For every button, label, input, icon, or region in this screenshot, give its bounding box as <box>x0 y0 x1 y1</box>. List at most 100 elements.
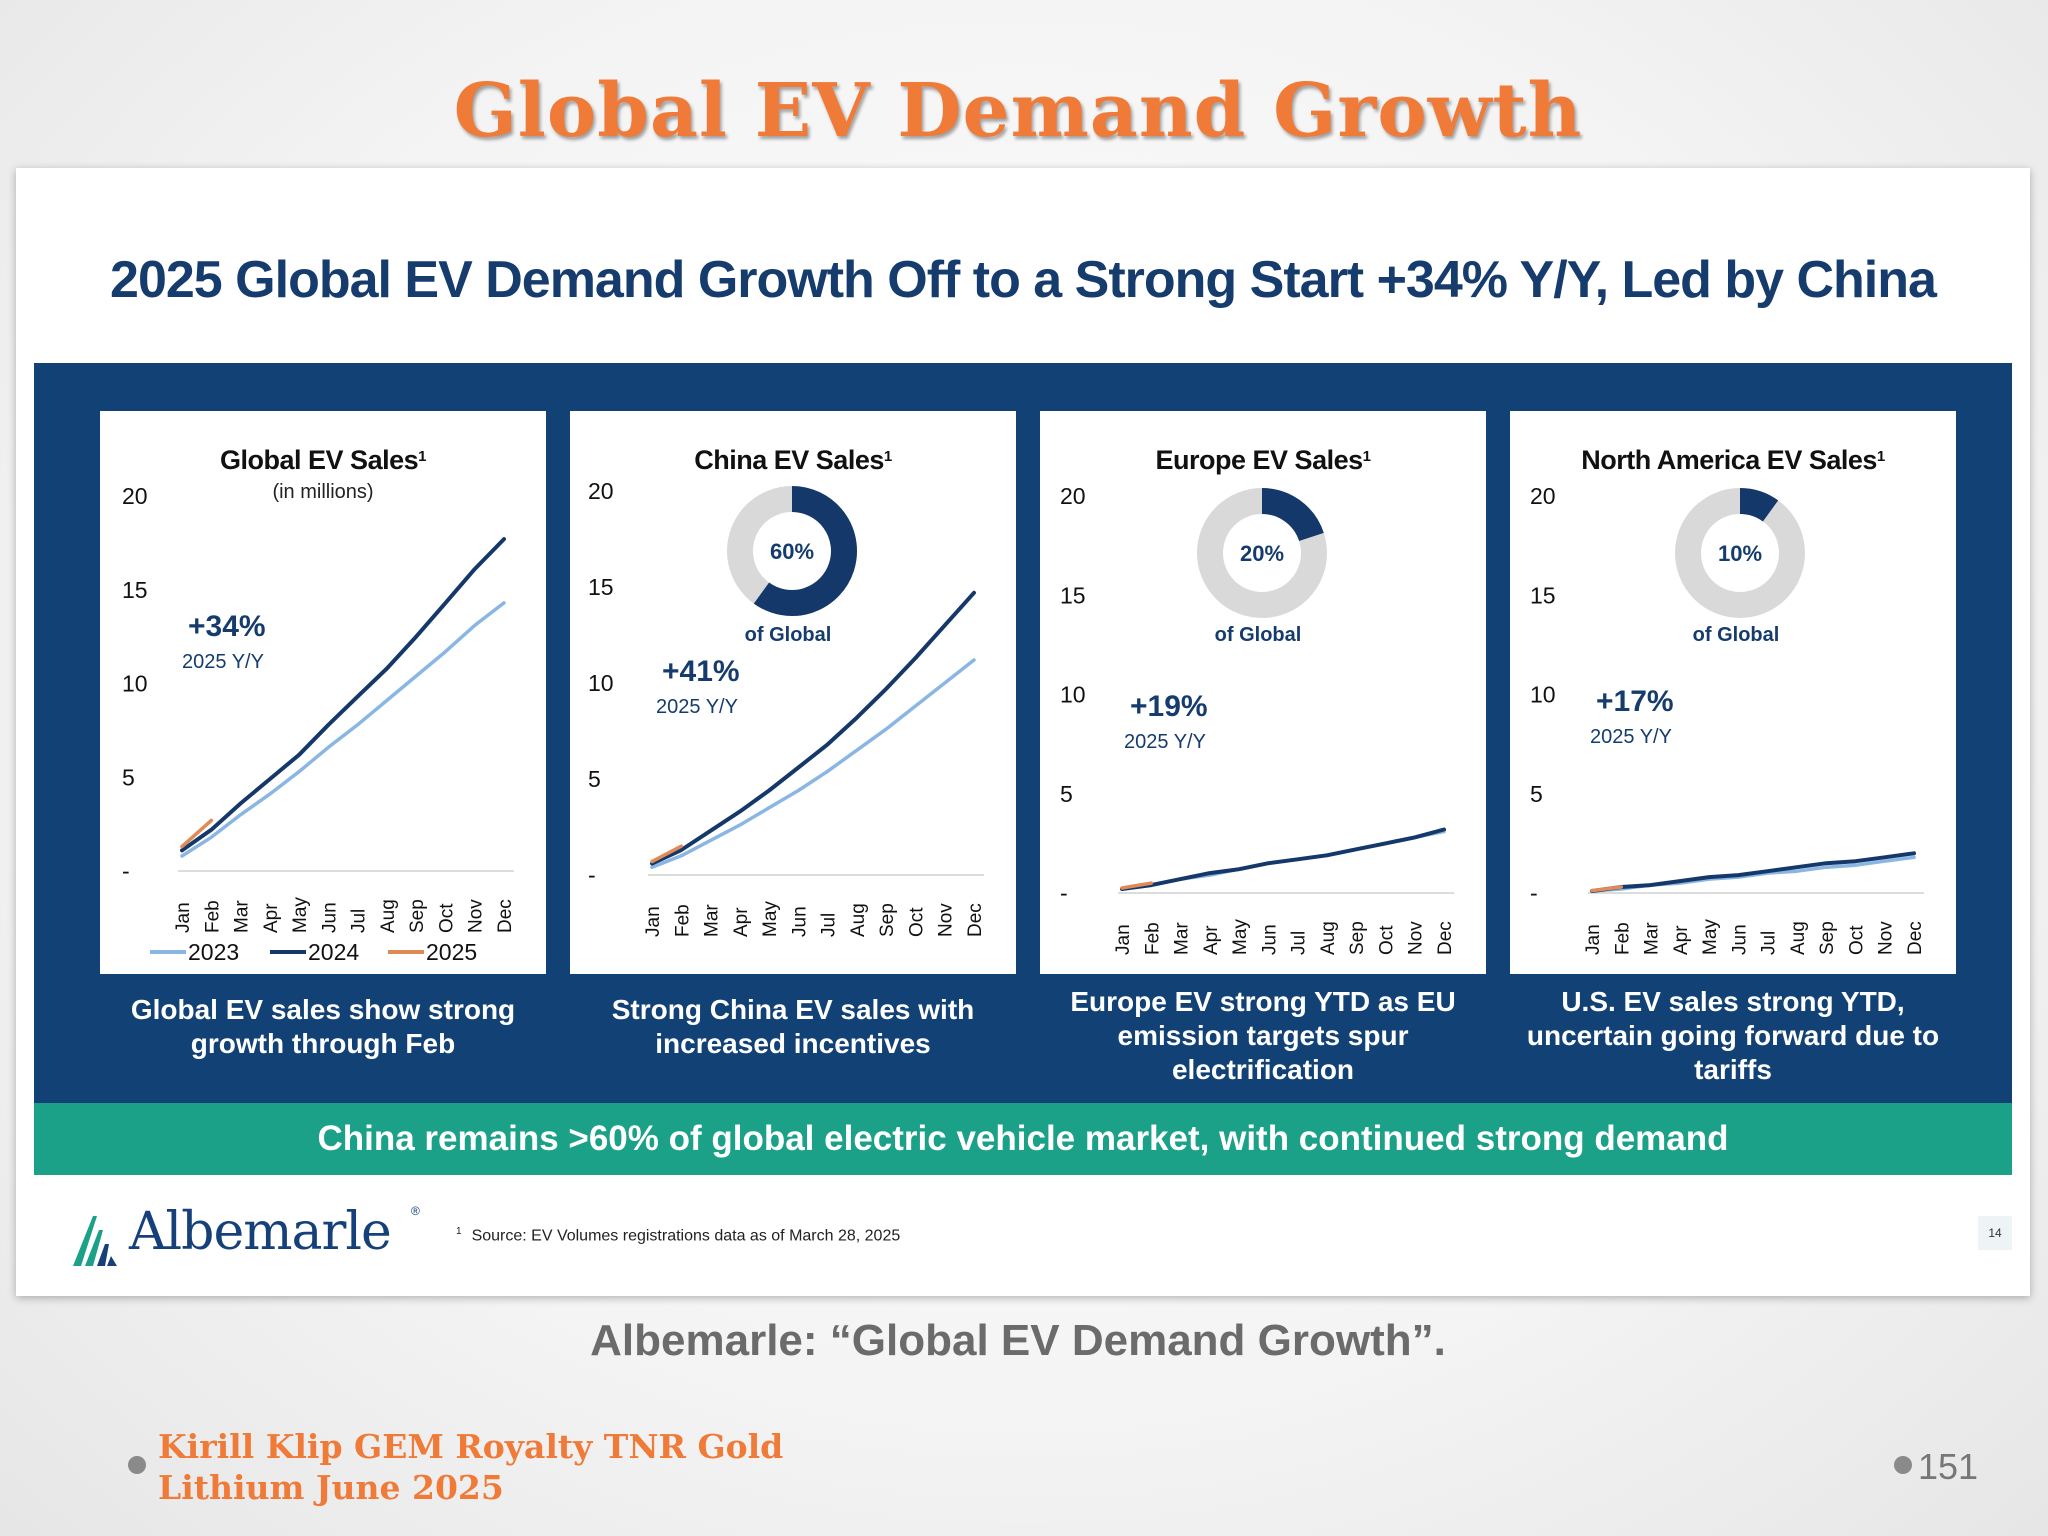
x-tick-label: Dec <box>1905 921 1926 955</box>
chart-subtitle: (in millions) <box>272 481 373 503</box>
x-tick-label: Feb <box>672 904 693 937</box>
x-tick-label: Apr <box>261 903 282 933</box>
source-text: Source: EV Volumes registrations data as… <box>471 1227 901 1245</box>
chart-europe-ev-sales: Europe EV Sales1 - 5 10 15 20 Jan Feb Mar Apr May J… <box>1060 445 1456 955</box>
share-donut-segment <box>1739 488 1779 522</box>
x-tick-label: Feb <box>1612 922 1633 955</box>
series-line-2024 <box>180 537 506 853</box>
x-tick-label: Nov <box>1876 921 1897 955</box>
y-tick-label: 15 <box>1530 582 1556 608</box>
series-line-2024 <box>1590 851 1916 893</box>
series-line-2025 <box>1590 885 1624 893</box>
y-tick-label: 10 <box>588 670 614 696</box>
y-tick-label: 5 <box>122 764 135 790</box>
image-caption: Albemarle: “Global EV Demand Growth”. <box>590 1316 1446 1365</box>
albemarle-mark-icon <box>73 1216 117 1266</box>
x-tick-label: Nov <box>936 903 957 937</box>
chart-global-ev-sales: Global EV Sales1 (in millions) - 5 10 15 20 Jan… <box>122 445 516 965</box>
legend-label-2023: 2023 <box>188 939 239 965</box>
x-tick-label: Mar <box>1642 922 1663 955</box>
y-tick-label: 5 <box>1060 781 1073 807</box>
share-caption: of Global <box>1215 624 1302 646</box>
y-tick-label: 20 <box>588 478 614 504</box>
share-donut-segment <box>753 486 857 616</box>
y-tick-label: 20 <box>1060 483 1086 509</box>
y-tick-label: 20 <box>122 483 148 509</box>
slide-page-number: 14 <box>1978 1216 2012 1250</box>
y-tick-label: 20 <box>1530 483 1556 509</box>
share-value: 20% <box>1240 541 1284 566</box>
x-tick-label: Jun <box>789 906 810 937</box>
y-tick-label: 15 <box>122 577 148 603</box>
chart-title-footnote: 1 <box>1363 448 1371 465</box>
yoy-growth-value: +19% <box>1130 690 1208 723</box>
x-tick-label: Aug <box>1318 921 1339 955</box>
series-line-2025 <box>650 844 684 864</box>
x-tick-label: Jun <box>1259 924 1280 955</box>
logo-wordmark: Albemarle <box>129 1202 392 1262</box>
y-tick-label: - <box>1060 880 1068 906</box>
slide-number: 151 <box>1918 1446 1979 1487</box>
y-tick-label: - <box>588 862 596 888</box>
footnote-marker: 1 <box>456 1226 462 1237</box>
chart-card-north-america: North America EV Sales1 - 5 10 15 20 Jan Feb Mar… <box>1510 411 1956 974</box>
x-tick-label: Nov <box>1406 921 1427 955</box>
series-line-2025 <box>1120 881 1154 890</box>
x-tick-label: Jul <box>349 909 370 933</box>
key-takeaway-banner: China remains >60% of global electric ve… <box>34 1103 2012 1175</box>
x-tick-label: Dec <box>1435 921 1456 955</box>
chart-caption-europe: Europe EV strong YTD as EU emission targ… <box>1070 986 1456 1085</box>
y-tick-label: - <box>122 858 130 884</box>
share-caption: of Global <box>745 624 832 646</box>
yoy-growth-label: 2025 Y/Y <box>1590 726 1672 748</box>
x-tick-label: Sep <box>877 903 898 937</box>
author-line-1: Kirill Klip GEM Royalty TNR Gold <box>158 1427 784 1466</box>
x-tick-label: Nov <box>466 899 487 933</box>
x-tick-label: Jun <box>1729 924 1750 955</box>
albemarle-logo: Albemarle ® <box>71 1200 431 1270</box>
legend-label-2025: 2025 <box>426 939 477 965</box>
yoy-growth-value: +17% <box>1596 685 1674 718</box>
x-tick-label: Sep <box>407 899 428 933</box>
author-credit: Kirill Klip GEM Royalty TNR Gold Lithium… <box>158 1426 783 1508</box>
chart-title: China EV Sales1 <box>694 445 892 475</box>
chart-title-footnote: 1 <box>884 448 892 465</box>
x-tick-label: Mar <box>1172 922 1193 955</box>
x-tick-label: May <box>290 897 311 933</box>
share-donut-segment <box>1261 488 1324 542</box>
share-caption: of Global <box>1693 624 1780 646</box>
y-tick-label: 10 <box>1060 682 1086 708</box>
yoy-growth-value: +34% <box>188 610 266 643</box>
chart-card-europe: Europe EV Sales1 - 5 10 15 20 Jan Feb Mar Apr May J… <box>1040 411 1486 974</box>
x-tick-label: Jul <box>819 913 840 937</box>
x-tick-label: Jan <box>173 902 194 933</box>
series-line-2025 <box>180 818 214 849</box>
bullet-dot <box>1894 1456 1912 1474</box>
x-tick-label: May <box>1230 919 1251 955</box>
chart-caption-global: Global EV sales show strong growth throu… <box>130 994 516 1059</box>
logo-registered-mark: ® <box>411 1204 420 1218</box>
x-tick-label: May <box>1700 919 1721 955</box>
series-line-2023 <box>180 601 506 858</box>
x-tick-label: Jan <box>1113 924 1134 955</box>
x-tick-label: Sep <box>1817 921 1838 955</box>
y-tick-label: 10 <box>1530 682 1556 708</box>
source-footnote: 1 Source: EV Volumes registrations data a… <box>456 1226 900 1245</box>
x-tick-label: Dec <box>495 899 516 933</box>
author-line-2: Lithium June 2025 <box>158 1468 504 1507</box>
x-tick-label: Mar <box>232 900 253 933</box>
x-tick-label: Oct <box>1376 925 1397 955</box>
x-tick-label: Oct <box>436 903 457 933</box>
y-tick-label: 15 <box>1060 582 1086 608</box>
chart-caption-north-america: U.S. EV sales strong YTD, uncertain goin… <box>1526 986 1940 1085</box>
charts-band: Global EV Sales1 (in millions) -5 10 15 20 Jan… <box>34 363 2012 1103</box>
x-tick-label: Apr <box>1201 925 1222 955</box>
x-tick-label: Oct <box>906 907 927 937</box>
chart-north-america-ev-sales: North America EV Sales1 - 5 10 15 20 Jan Feb Mar… <box>1530 445 1926 955</box>
x-tick-label: Aug <box>848 903 869 937</box>
y-tick-label: 5 <box>1530 781 1543 807</box>
x-tick-label: Aug <box>378 899 399 933</box>
chart-title-footnote: 1 <box>418 448 426 465</box>
x-tick-label: Jul <box>1759 931 1780 955</box>
series-line-2024 <box>650 590 976 866</box>
